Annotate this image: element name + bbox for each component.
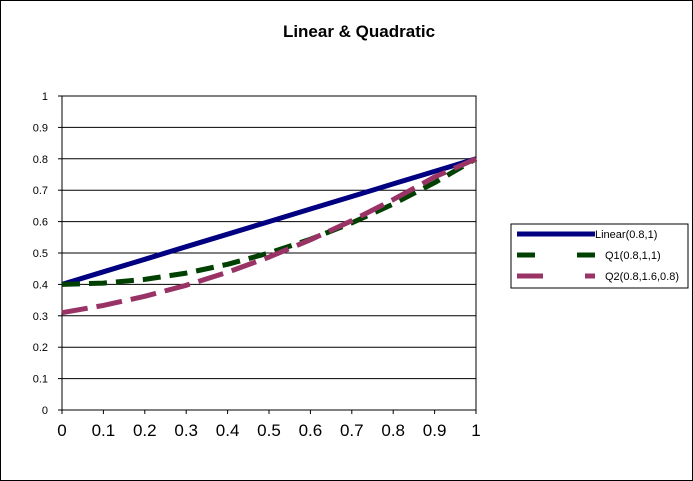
y-tick-label: 0.8	[33, 154, 48, 166]
x-tick-label: 0.5	[257, 421, 281, 440]
x-axis: 0 0.1 0.2 0.3 0.4 0.5 0.6 0.7 0.8 0.9 1	[57, 410, 481, 440]
x-tick-label: 0.8	[381, 421, 405, 440]
y-axis: 0 0.1 0.2 0.3 0.4 0.5 0.6 0.7 0.8 0.9 1	[33, 91, 62, 417]
series-line-2	[61, 156, 478, 287]
legend-label-2: Q1(0.8,1,1)	[605, 250, 661, 262]
y-tick-label: 0	[42, 405, 48, 417]
x-tick-label: 0.7	[340, 421, 364, 440]
x-tick-label: 1	[471, 421, 480, 440]
y-tick-label: 0.4	[33, 279, 48, 291]
y-tick-label: 0.5	[33, 248, 48, 260]
x-tick-label: 0.1	[92, 421, 116, 440]
x-tick-label: 0.6	[299, 421, 323, 440]
y-tick-label: 0.2	[33, 342, 48, 354]
series-line-1	[61, 156, 477, 287]
series-line-3	[61, 156, 478, 316]
y-tick-label: 0.7	[33, 185, 48, 197]
y-tick-label: 0.6	[33, 217, 48, 229]
gridlines	[62, 126, 476, 380]
chart-title: Linear & Quadratic	[282, 22, 436, 41]
x-tick-label: 0.2	[133, 421, 157, 440]
legend-label-1: Linear(0.8,1)	[595, 229, 657, 241]
x-tick-label: 0.9	[423, 421, 447, 440]
legend-label-3: Q2(0.8,1.6,0.8)	[605, 271, 679, 283]
series-lines	[61, 156, 478, 316]
x-tick-label: 0.4	[216, 421, 240, 440]
y-tick-label: 1	[42, 91, 48, 103]
x-tick-label: 0	[57, 421, 66, 440]
legend: Linear(0.8,1) Q1(0.8,1,1) Q2(0.8,1.6,0.8)	[510, 223, 689, 289]
y-tick-label: 0.3	[33, 311, 48, 323]
x-tick-label: 0.3	[174, 421, 198, 440]
y-tick-label: 0.1	[33, 374, 48, 386]
y-tick-label: 0.9	[33, 122, 48, 134]
